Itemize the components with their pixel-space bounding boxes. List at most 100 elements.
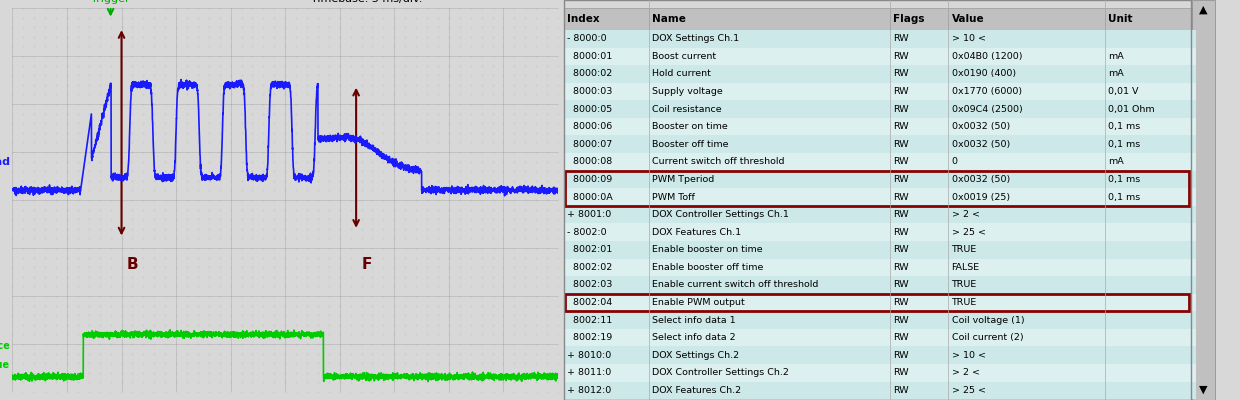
Bar [949,258,1105,276]
Bar [949,276,1105,294]
Text: DOX Features Ch.2: DOX Features Ch.2 [652,386,742,395]
Bar [564,136,649,153]
Text: RW: RW [893,34,909,43]
Text: DOX Settings Ch.2: DOX Settings Ch.2 [652,351,739,360]
Bar [649,136,890,153]
Bar [1105,171,1195,188]
Text: mA: mA [1107,157,1123,166]
Text: TRUE: TRUE [951,245,977,254]
Text: Enable current switch off threshold: Enable current switch off threshold [652,280,818,290]
Text: Enable PWM output: Enable PWM output [652,298,745,307]
Bar [949,30,1105,48]
Bar [890,83,949,100]
Bar [564,223,649,241]
Bar [949,188,1105,206]
Bar [890,188,949,206]
Bar [1193,0,1215,400]
Text: RW: RW [893,70,909,78]
Text: 8000:07: 8000:07 [568,140,613,149]
Text: Trigger: Trigger [92,0,130,4]
Bar [564,258,649,276]
Bar [1105,188,1195,206]
Bar [564,382,649,399]
Bar [949,364,1105,382]
Bar [949,311,1105,329]
Bar [649,223,890,241]
Bar [564,118,649,136]
Text: Hold current: Hold current [652,70,711,78]
Text: RW: RW [893,263,909,272]
Bar [949,118,1105,136]
Bar [890,258,949,276]
Text: + 8010:0: + 8010:0 [568,351,611,360]
Text: > 10 <: > 10 < [951,351,986,360]
Text: 0,1 ms: 0,1 ms [1107,175,1140,184]
Bar [649,294,890,311]
Text: RW: RW [893,105,909,114]
Text: RW: RW [893,210,909,219]
Bar [890,223,949,241]
Text: DOX Settings Ch.1: DOX Settings Ch.1 [652,34,739,43]
Text: 0,01 Ohm: 0,01 Ohm [1107,105,1154,114]
Text: Timebase: 5 ms/div.: Timebase: 5 ms/div. [311,0,423,4]
Bar [564,100,649,118]
Text: 8000:03: 8000:03 [568,87,613,96]
Bar [1105,118,1195,136]
Bar [1105,346,1195,364]
Bar [890,48,949,65]
Text: RW: RW [893,228,909,237]
Bar [1105,48,1195,65]
Text: 8000:02: 8000:02 [568,70,613,78]
Bar [890,153,949,171]
Bar [949,136,1105,153]
Bar [649,48,890,65]
Bar [564,83,649,100]
Bar [564,294,649,311]
Text: RW: RW [893,122,909,131]
Text: Value: Value [951,14,985,24]
Bar [565,294,1188,311]
Text: Booster off time: Booster off time [652,140,729,149]
Text: Coil voltage (1): Coil voltage (1) [951,316,1024,324]
Bar [1105,206,1195,223]
Bar [1105,241,1195,258]
Bar [564,206,649,223]
Bar [1105,153,1195,171]
Bar [1105,329,1195,346]
Bar [949,294,1105,311]
Bar [890,30,949,48]
Text: RW: RW [893,351,909,360]
Bar [564,48,649,65]
Bar [649,206,890,223]
Text: > 10 <: > 10 < [951,34,986,43]
Bar [890,276,949,294]
Bar [890,294,949,311]
Bar [949,382,1105,399]
Text: > 2 <: > 2 < [951,368,980,377]
Bar [649,83,890,100]
Bar [649,258,890,276]
Text: DOX Controller Settings Ch.2: DOX Controller Settings Ch.2 [652,368,789,377]
Bar [564,153,649,171]
Bar [1105,30,1195,48]
Bar [649,30,890,48]
Text: Current switch off threshold: Current switch off threshold [652,157,785,166]
Text: RW: RW [893,87,909,96]
Bar [1105,382,1195,399]
Text: Flags: Flags [893,14,925,24]
Bar [949,65,1105,83]
Text: 0,1 ms: 0,1 ms [1107,122,1140,131]
Bar [649,276,890,294]
Bar [890,8,949,30]
Text: 0x0190 (400): 0x0190 (400) [951,70,1016,78]
Bar [1105,311,1195,329]
Text: ▼: ▼ [1199,385,1208,395]
Text: Boost current: Boost current [652,52,717,61]
Text: 0x09C4 (2500): 0x09C4 (2500) [951,105,1022,114]
Text: 8000:08: 8000:08 [568,157,613,166]
Bar [949,329,1105,346]
Bar [564,311,649,329]
Text: Supply voltage: Supply voltage [652,87,723,96]
Bar [1105,83,1195,100]
Text: + 8011:0: + 8011:0 [568,368,611,377]
